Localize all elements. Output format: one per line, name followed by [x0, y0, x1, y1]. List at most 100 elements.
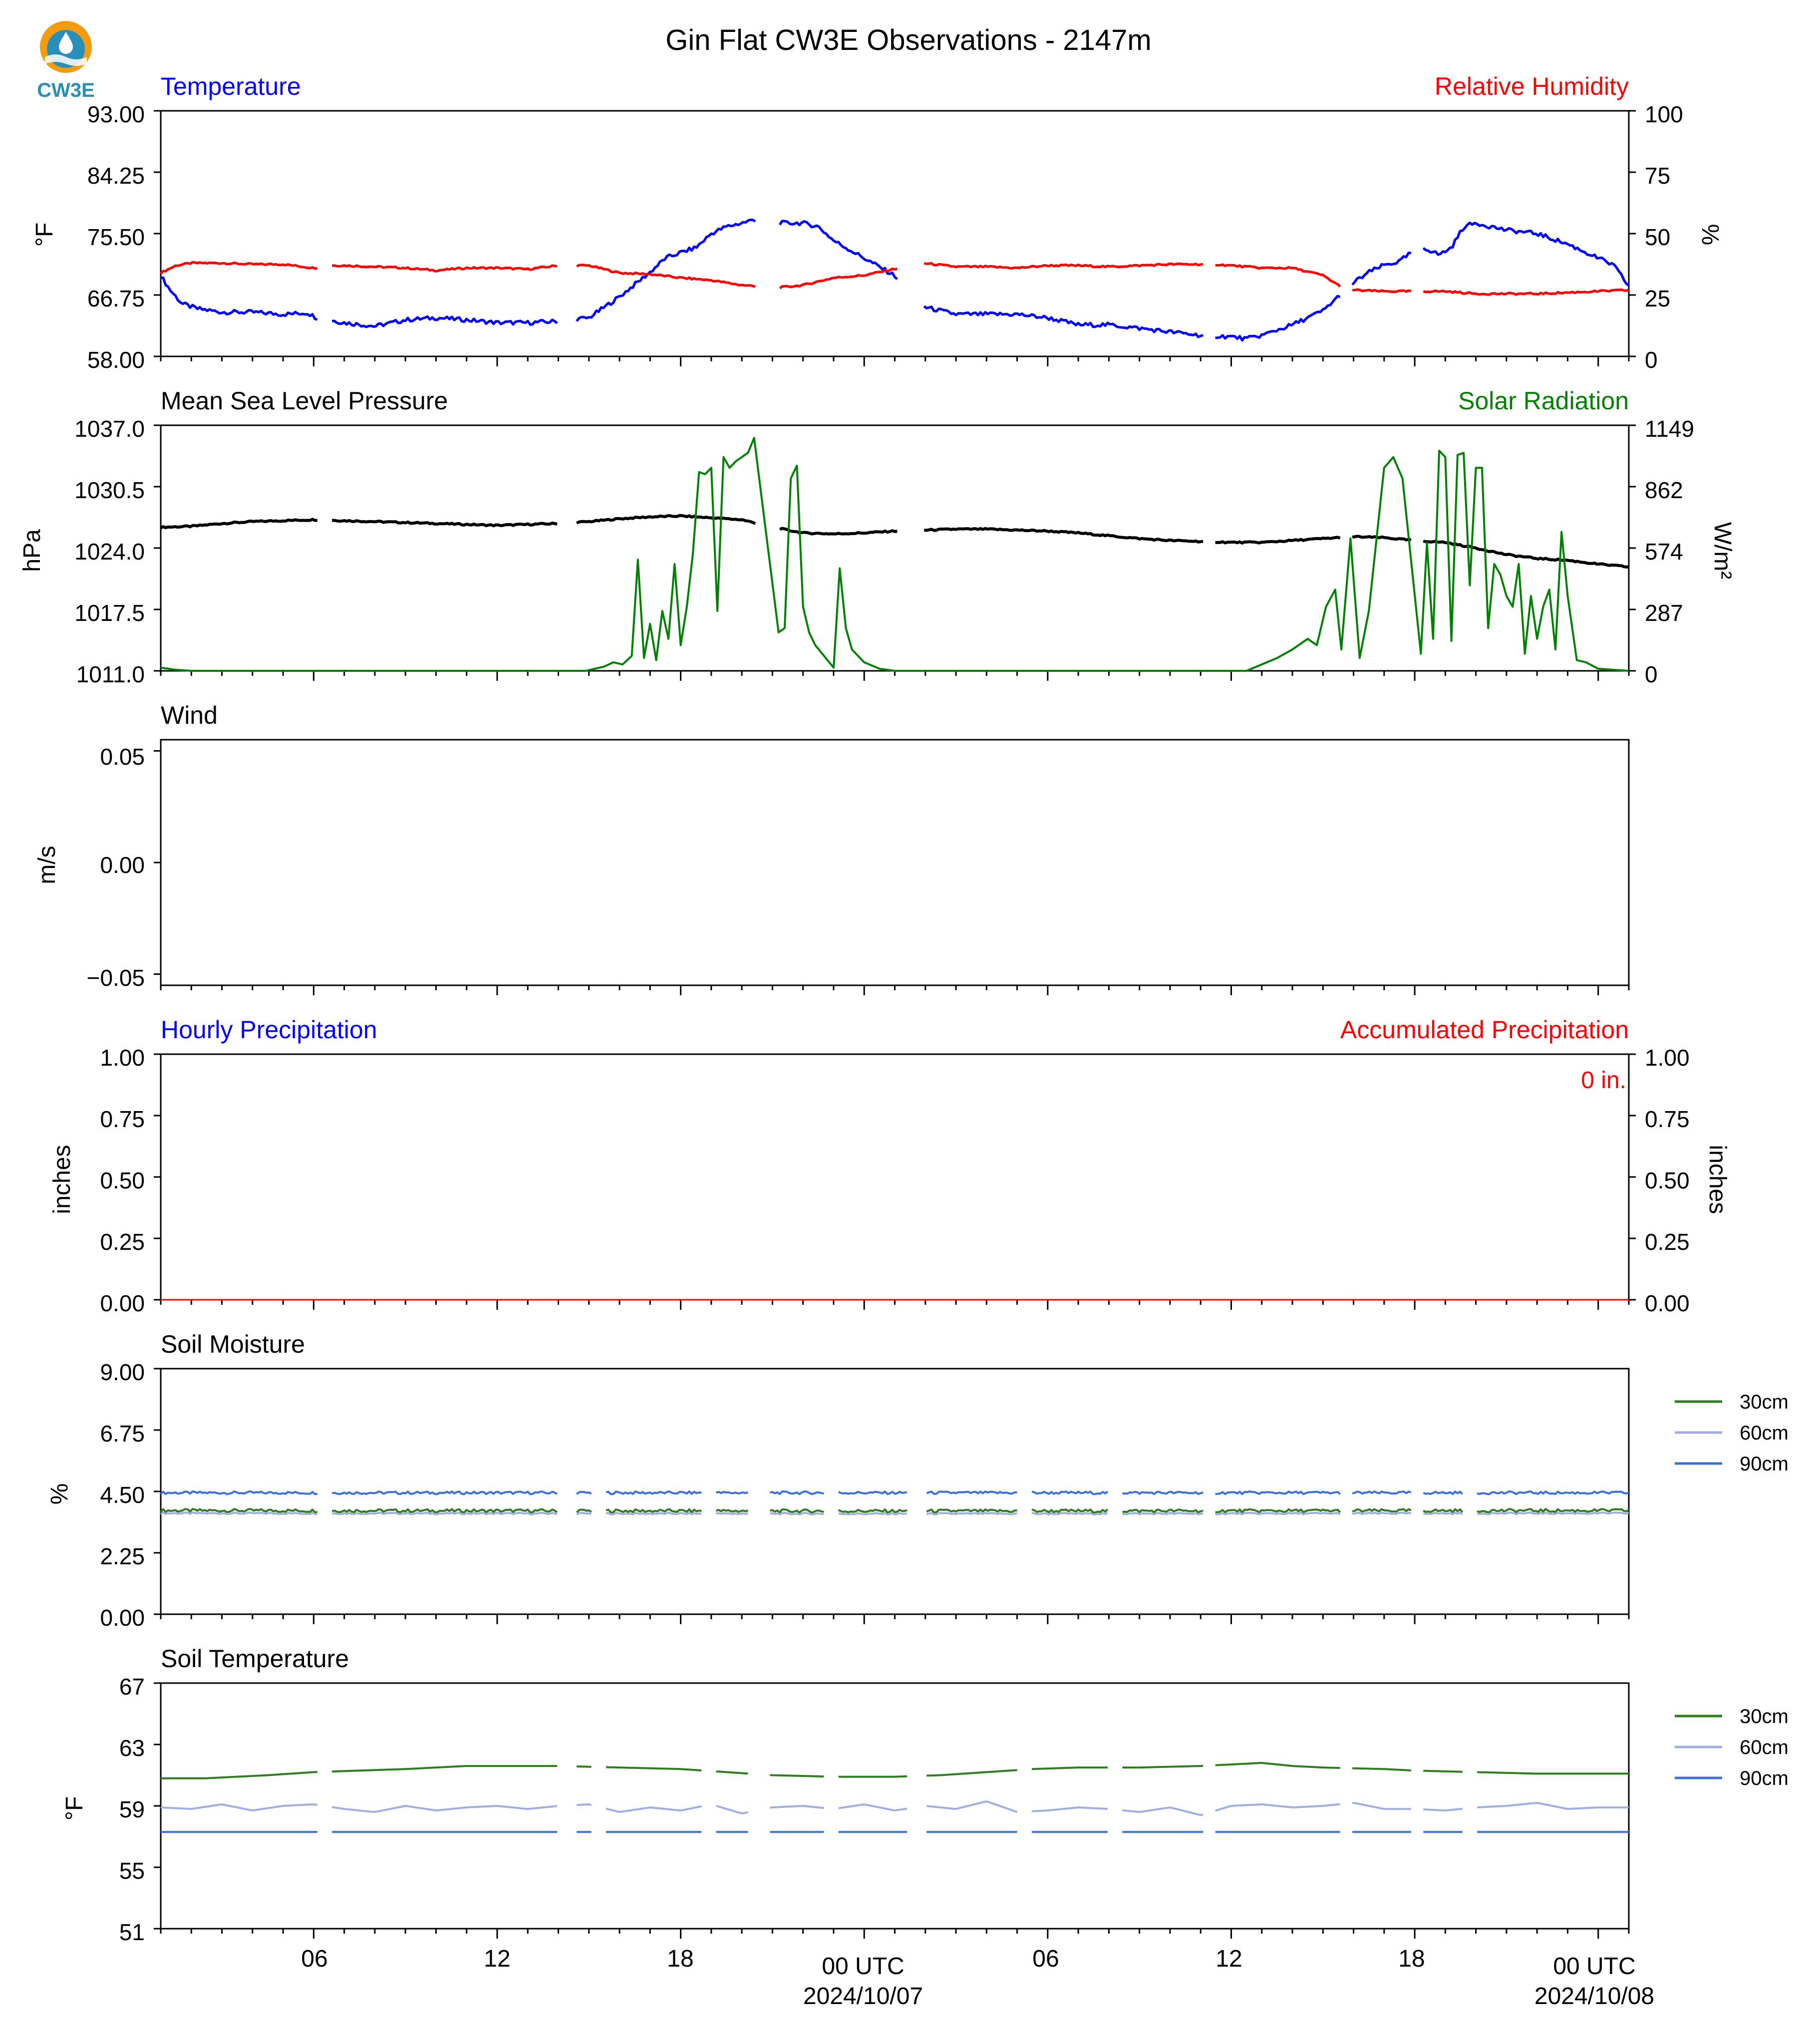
soil-temperature-panel: Soil Temperature °F 67 63 59 55 51 30cm … — [61, 1645, 1789, 1945]
wind-tick-label: 0.00 — [100, 852, 145, 878]
soil-temperature-30cm-line — [161, 1761, 1629, 1779]
temperature-line — [160, 218, 1630, 342]
plot-area — [154, 110, 1636, 1939]
legend-label-30cm: 30cm — [1740, 1706, 1789, 1728]
solar-tick-label: 287 — [1645, 600, 1683, 626]
pressure-tick-label: 1011.0 — [76, 661, 145, 687]
soil-moisture-90cm-line — [160, 1490, 1629, 1495]
rh-tick-label: 0 — [1645, 347, 1658, 373]
soil-moisture-legend: 30cm 60cm 90cm — [1675, 1391, 1789, 1475]
x-axis-labels: 06 12 18 00 UTC 2024/10/07 06 12 18 00 U… — [301, 1946, 1654, 2010]
soil-moisture-60cm-line — [160, 1511, 1629, 1516]
temp-tick-label: 58.00 — [87, 347, 145, 373]
legend-label-60cm: 60cm — [1740, 1737, 1789, 1758]
wind-tick-label: 0.05 — [100, 744, 145, 770]
x-tick-label: 06 — [301, 1946, 327, 1972]
temperature-title: Temperature — [161, 72, 301, 100]
precip-tick-label: 0.25 — [100, 1229, 145, 1255]
plot-frame — [160, 110, 1630, 357]
x-tick-sublabel: 2024/10/07 — [803, 1983, 923, 2010]
logo-text: CW3E — [37, 79, 95, 101]
rh-tick-label: 50 — [1645, 224, 1670, 250]
temp-tick-label: 84.25 — [87, 163, 145, 189]
soil-temperature-axis-label: °F — [61, 1796, 88, 1821]
x-tick-sublabel: 2024/10/08 — [1534, 1983, 1654, 2010]
soil-moisture-tick-label: 0.00 — [100, 1605, 145, 1631]
soil-moisture-panel: Soil Moisture % 9.00 6.75 4.50 2.25 0.00… — [46, 1330, 1789, 1631]
precip-tick-label: 0.75 — [100, 1106, 145, 1132]
humidity-line — [160, 261, 1629, 296]
x-tick-label: 12 — [1215, 1946, 1242, 1972]
accum-precip-axis-label: inches — [1704, 1145, 1731, 1214]
x-tick-label: 18 — [1398, 1946, 1425, 1972]
legend-label-90cm: 90cm — [1740, 1767, 1789, 1789]
soil-moisture-axis-label: % — [46, 1483, 73, 1505]
plot-frame — [160, 1682, 1630, 1930]
soil-temperature-legend: 30cm 60cm 90cm — [1675, 1706, 1789, 1789]
accum-precip-annotation: 0 in. — [1581, 1067, 1626, 1094]
precip-axis-label: inches — [49, 1145, 75, 1214]
hourly-precip-title: Hourly Precipitation — [161, 1016, 377, 1044]
pressure-axis-label: hPa — [19, 529, 45, 572]
pressure-title: Mean Sea Level Pressure — [161, 387, 448, 415]
figure-title: Gin Flat CW3E Observations - 2147m — [665, 24, 1151, 56]
soil-moisture-tick-label: 4.50 — [100, 1482, 145, 1508]
accum-precip-tick-label: 0.25 — [1645, 1229, 1690, 1255]
pressure-tick-label: 1024.0 — [74, 539, 145, 565]
wind-tick-label: −0.05 — [87, 965, 145, 991]
soil-moisture-tick-label: 2.25 — [100, 1543, 145, 1569]
soil-temperature-60cm-line — [160, 1800, 1629, 1816]
soil-temperature-title: Soil Temperature — [161, 1645, 349, 1673]
pressure-tick-label: 1037.0 — [74, 416, 145, 442]
legend-label-90cm: 90cm — [1740, 1453, 1789, 1475]
humidity-axis-label: % — [1697, 224, 1723, 246]
precipitation-panel: Hourly Precipitation Accumulated Precipi… — [49, 1016, 1731, 1316]
temp-tick-label: 93.00 — [87, 101, 145, 127]
soil-temp-tick-label: 59 — [119, 1796, 145, 1822]
pressure-solar-panel: Mean Sea Level Pressure Solar Radiation … — [19, 387, 1736, 687]
soil-temp-tick-label: 55 — [119, 1858, 145, 1884]
logo-water-wave — [45, 54, 87, 66]
soil-moisture-title: Soil Moisture — [161, 1330, 305, 1358]
accum-precip-tick-label: 0.00 — [1645, 1290, 1690, 1316]
precip-tick-label: 0.00 — [100, 1290, 145, 1316]
precip-tick-label: 1.00 — [100, 1045, 145, 1071]
x-tick-label: 18 — [667, 1946, 693, 1972]
soil-temp-tick-label: 51 — [119, 1919, 145, 1945]
x-tick-label: 06 — [1032, 1946, 1059, 1972]
soil-moisture-30cm-line — [160, 1508, 1629, 1514]
pressure-tick-label: 1017.5 — [74, 600, 145, 626]
solar-tick-label: 1149 — [1645, 416, 1694, 442]
x-tick-label: 00 UTC — [822, 1953, 904, 1980]
solar-tick-label: 862 — [1645, 477, 1683, 503]
solar-title: Solar Radiation — [1458, 387, 1629, 415]
wind-panel: Wind m/s 0.05 0.00 −0.05 — [34, 701, 218, 991]
accum-precip-tick-label: 0.75 — [1645, 1106, 1690, 1132]
legend-label-60cm: 60cm — [1740, 1422, 1789, 1444]
plot-frame — [160, 424, 1630, 672]
soil-temp-tick-label: 67 — [119, 1674, 145, 1700]
humidity-title: Relative Humidity — [1435, 72, 1629, 100]
plot-frame — [160, 739, 1630, 986]
solar-tick-label: 574 — [1645, 539, 1683, 565]
wind-axis-label: m/s — [34, 846, 60, 884]
accum-precip-title: Accumulated Precipitation — [1340, 1016, 1629, 1044]
temperature-axis-label: °F — [31, 223, 58, 247]
legend-label-30cm: 30cm — [1740, 1391, 1789, 1413]
logo-droplet-icon — [59, 32, 73, 54]
x-tick-label: 00 UTC — [1553, 1953, 1635, 1980]
precip-tick-label: 0.50 — [100, 1167, 145, 1193]
x-tick-label: 12 — [484, 1946, 510, 1972]
wind-title: Wind — [161, 701, 218, 729]
soil-moisture-tick-label: 6.75 — [100, 1421, 145, 1447]
plot-frame — [160, 1053, 1630, 1301]
rh-tick-label: 100 — [1645, 101, 1683, 127]
accum-precip-tick-label: 0.50 — [1645, 1167, 1690, 1193]
rh-tick-label: 25 — [1645, 286, 1670, 311]
solar-radiation-line — [160, 437, 1629, 672]
pressure-tick-label: 1030.5 — [74, 477, 145, 503]
soil-moisture-tick-label: 9.00 — [100, 1359, 145, 1385]
accum-precip-tick-label: 1.00 — [1645, 1045, 1690, 1071]
solar-axis-label: W/m² — [1709, 522, 1736, 579]
